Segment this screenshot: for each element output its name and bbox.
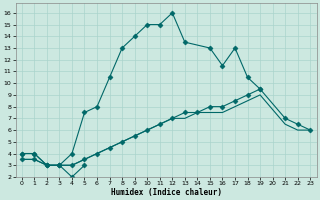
X-axis label: Humidex (Indice chaleur): Humidex (Indice chaleur) [110, 188, 221, 197]
